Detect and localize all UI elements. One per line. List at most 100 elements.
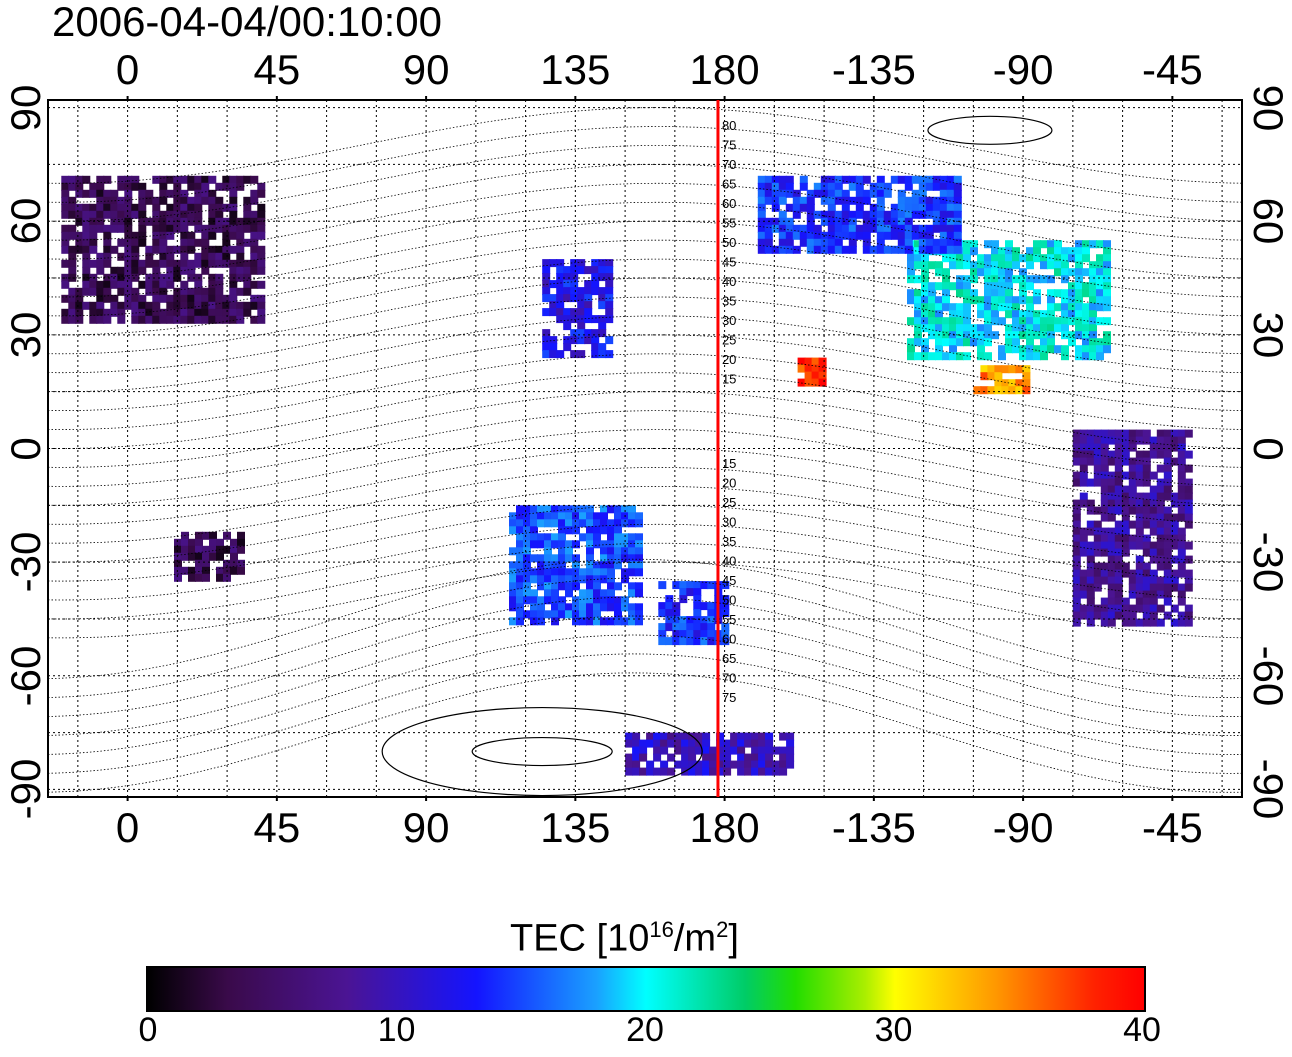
tec-cell	[1079, 464, 1088, 473]
tec-cell	[1156, 562, 1165, 571]
tec-cell	[635, 561, 643, 570]
tec-cell	[194, 175, 203, 184]
tec-cell	[229, 294, 238, 303]
tec-cell	[1163, 590, 1172, 599]
tec-cell	[89, 245, 98, 254]
tec-cell	[236, 238, 245, 247]
tec-cell	[563, 322, 572, 331]
tec-cell	[75, 182, 84, 191]
tec-cell	[702, 732, 711, 741]
tec-cell	[523, 561, 531, 570]
meridian-label: 30	[722, 515, 736, 530]
tec-cell	[632, 732, 641, 741]
tec-cell	[593, 582, 601, 591]
tec-cell	[932, 196, 941, 205]
tec-cell	[216, 573, 224, 582]
tec-cell	[591, 266, 600, 275]
tec-cell	[635, 582, 643, 591]
tec-cell	[96, 308, 105, 317]
tec-cell	[1054, 240, 1062, 249]
meridian-label: 25	[722, 333, 736, 348]
tec-cell	[998, 345, 1006, 354]
tec-cell	[110, 266, 119, 275]
tec-cell	[96, 175, 105, 184]
tec-cell	[124, 196, 133, 205]
tec-cell	[586, 561, 594, 570]
tec-cell	[928, 317, 936, 326]
tec-cell	[187, 175, 196, 184]
tec-cell	[257, 245, 266, 254]
tec-cell	[584, 308, 593, 317]
tec-cell	[222, 182, 231, 191]
tec-cell	[702, 760, 711, 769]
tec-cell	[928, 331, 936, 340]
tec-cell	[785, 203, 794, 212]
tec-cell	[757, 182, 766, 191]
tec-cell	[530, 610, 538, 619]
tec-cell	[932, 182, 941, 191]
tec-cell	[138, 238, 147, 247]
tec-cell	[586, 512, 594, 521]
tec-cell	[110, 280, 119, 289]
tec-cell	[716, 760, 725, 769]
tec-cell	[558, 610, 566, 619]
tec-cell	[911, 231, 920, 240]
tec-cell	[635, 568, 643, 577]
tec-cell	[103, 315, 112, 324]
tec-cell	[1079, 590, 1088, 599]
tec-cell	[991, 303, 999, 312]
tec-cell	[963, 296, 971, 305]
tec-cell	[806, 238, 815, 247]
tec-cell	[635, 533, 643, 542]
tec-cell	[834, 189, 843, 198]
tec-cell	[544, 596, 552, 605]
tec-cell	[1019, 275, 1027, 284]
tec-cell	[82, 287, 91, 296]
tec-cell	[593, 610, 601, 619]
tec-cell	[1163, 541, 1172, 550]
tec-cell	[591, 259, 600, 268]
tec-cell	[921, 261, 929, 270]
tec-cell	[222, 175, 231, 184]
tec-cell	[744, 732, 753, 741]
tec-cell	[195, 566, 203, 575]
tec-cell	[152, 280, 161, 289]
frame-ticks	[126, 96, 1174, 801]
tec-cell	[1015, 365, 1024, 374]
tec-cell	[570, 308, 579, 317]
tec-cell	[1093, 436, 1102, 445]
tec-cell	[194, 203, 203, 212]
tec-cell	[516, 603, 524, 612]
tec-cell	[598, 315, 607, 324]
tec-cell	[751, 746, 760, 755]
tec-cell	[542, 259, 551, 268]
tec-cell	[665, 623, 674, 632]
tec-cell	[1040, 338, 1048, 347]
tec-cell	[1135, 527, 1144, 536]
tec-cell	[166, 217, 175, 226]
tec-cell	[103, 252, 112, 261]
tec-cell	[96, 203, 105, 212]
tec-cell	[702, 746, 711, 755]
top-tick-label: 90	[402, 46, 450, 93]
tec-cell	[632, 760, 641, 769]
tec-cell	[556, 294, 565, 303]
tec-cell	[516, 596, 524, 605]
tec-cell	[1107, 450, 1116, 459]
tec-cell	[257, 315, 266, 324]
tec-cell	[1075, 289, 1083, 298]
tec-cell	[174, 545, 182, 554]
tec-cell	[1103, 275, 1111, 284]
tec-cell	[586, 505, 594, 514]
tec-cell	[1170, 583, 1179, 592]
tec-cell	[848, 231, 857, 240]
tec-cell	[591, 343, 600, 352]
tec-cell	[1135, 506, 1144, 515]
tec-cell	[614, 596, 622, 605]
tec-cell	[765, 746, 774, 755]
tec-cell	[1114, 597, 1123, 606]
tec-cell	[229, 245, 238, 254]
tec-cell	[110, 189, 119, 198]
tec-cell	[1100, 548, 1109, 557]
tec-cell	[1128, 457, 1137, 466]
